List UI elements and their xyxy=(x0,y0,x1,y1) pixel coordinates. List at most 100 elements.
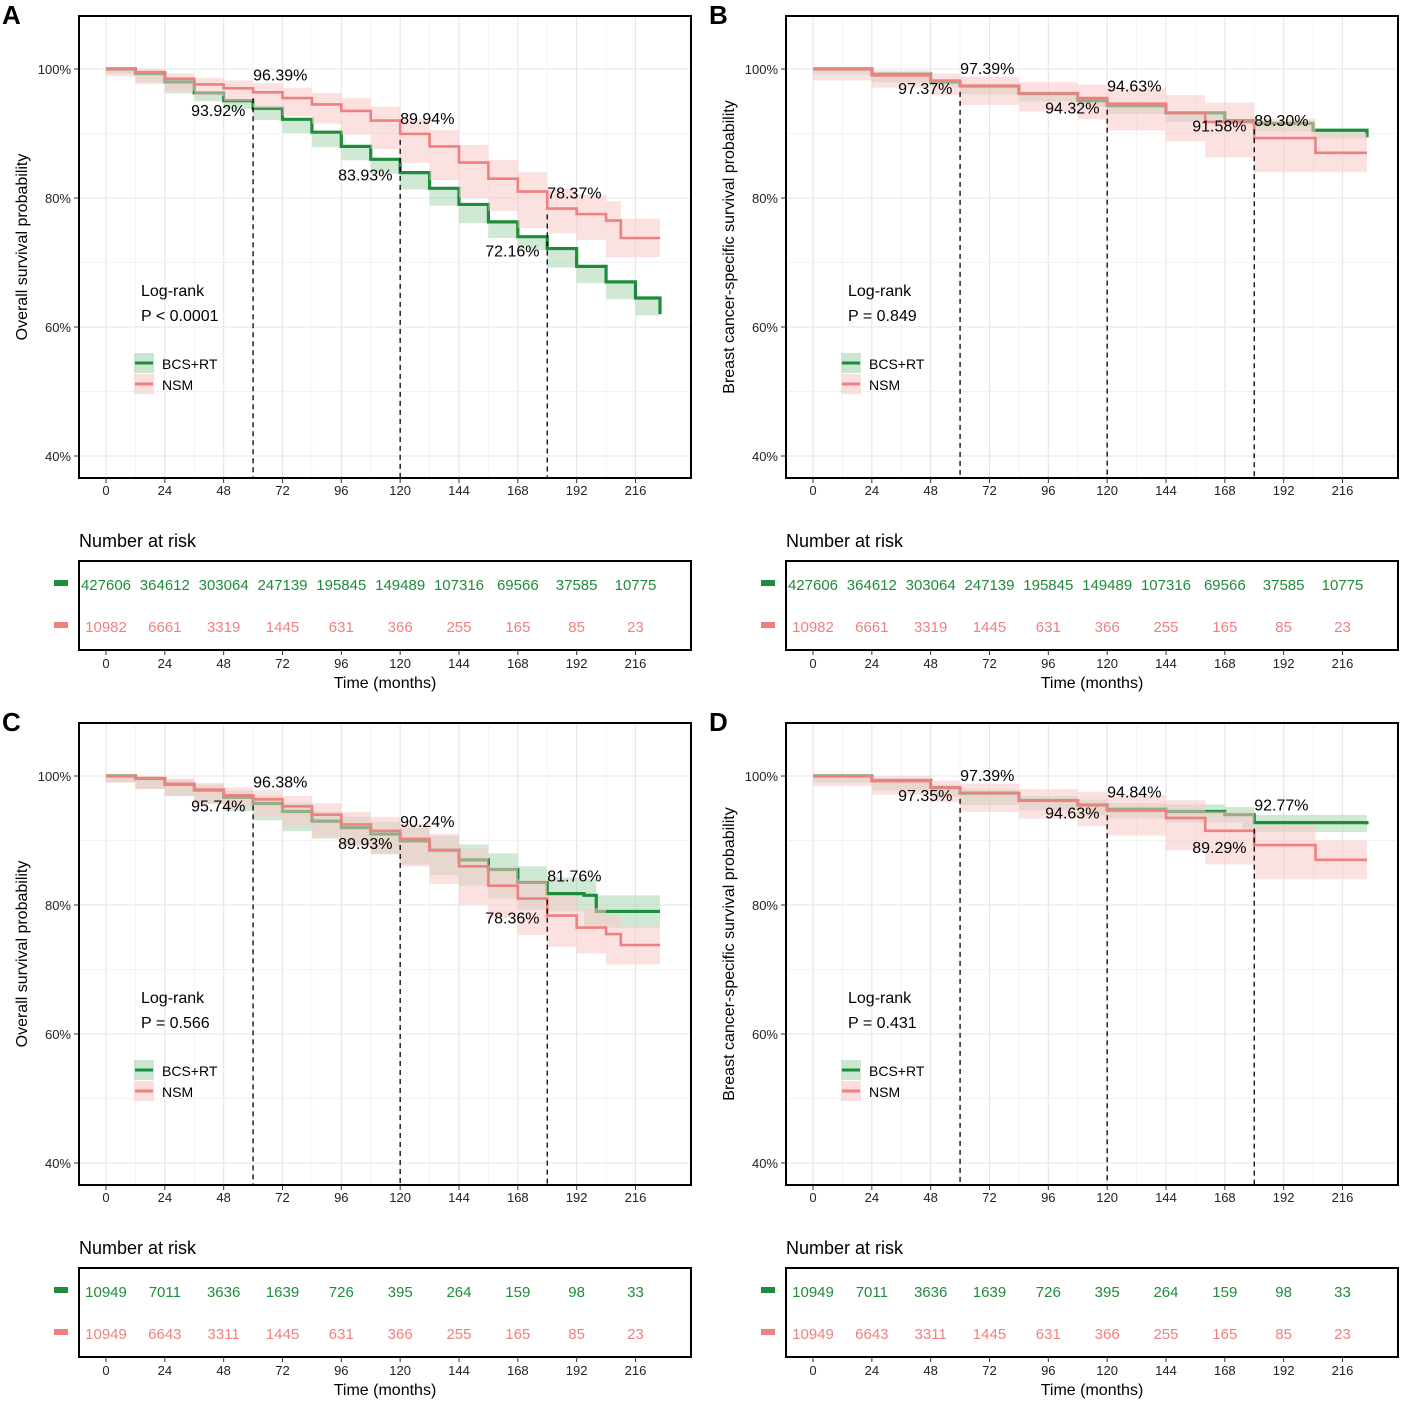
plot-border xyxy=(78,722,692,1186)
risk-x-tick-label: 96 xyxy=(334,656,348,671)
risk-count: 3636 xyxy=(207,1284,240,1301)
y-tick-label: 60% xyxy=(45,1027,71,1042)
x-axis-label: Time (months) xyxy=(334,1382,437,1399)
risk-x-tick-label: 168 xyxy=(1214,1363,1236,1378)
risk-count: 6643 xyxy=(148,1326,181,1343)
risk-count: 7011 xyxy=(856,1284,888,1301)
risk-count: 33 xyxy=(627,1284,644,1301)
landmark-label-bcs: 97.35% xyxy=(898,788,952,805)
survival-curve-nsm xyxy=(106,67,660,240)
risk-count: 37585 xyxy=(1263,577,1305,594)
legend-label: BCS+RT xyxy=(869,356,925,372)
x-tick-label: 144 xyxy=(448,483,470,498)
landmark-label-nsm: 96.38% xyxy=(253,774,307,791)
risk-x-tick-label: 168 xyxy=(507,1363,529,1378)
y-tick-label: 100% xyxy=(745,769,779,784)
landmark-label-bcs: 93.92% xyxy=(191,103,245,120)
x-tick-label: 168 xyxy=(1214,1190,1236,1205)
risk-x-tick-label: 48 xyxy=(216,656,230,671)
risk-count: 107316 xyxy=(434,577,484,594)
risk-table-title: Number at risk xyxy=(786,531,904,551)
risk-count: 10775 xyxy=(615,577,657,594)
y-tick-label: 40% xyxy=(45,1156,71,1171)
risk-count: 10982 xyxy=(792,619,834,636)
risk-count: 6661 xyxy=(148,619,181,636)
risk-x-tick-label: 144 xyxy=(448,656,470,671)
x-tick-label: 72 xyxy=(275,483,289,498)
risk-row-marker xyxy=(54,622,68,628)
landmark-label-bcs: 91.58% xyxy=(1192,118,1246,135)
y-tick-label: 80% xyxy=(45,898,71,913)
risk-count: 264 xyxy=(446,1284,471,1301)
landmark-label-bcs: 83.93% xyxy=(338,168,392,185)
risk-x-tick-label: 144 xyxy=(1155,1363,1177,1378)
y-tick-label: 80% xyxy=(752,898,778,913)
x-axis-label: Time (months) xyxy=(334,675,437,692)
risk-x-tick-label: 72 xyxy=(275,1363,289,1378)
landmark-label-nsm: 89.29% xyxy=(1192,840,1246,857)
legend-label: NSM xyxy=(869,1084,900,1100)
y-tick-label: 60% xyxy=(752,320,778,335)
risk-x-tick-label: 144 xyxy=(448,1363,470,1378)
risk-count: 255 xyxy=(446,619,471,636)
risk-count: 85 xyxy=(1275,619,1292,636)
legend-label: BCS+RT xyxy=(162,356,218,372)
risk-x-tick-label: 48 xyxy=(923,656,937,671)
risk-count: 255 xyxy=(1153,1326,1178,1343)
risk-count: 364612 xyxy=(140,577,190,594)
risk-count: 427606 xyxy=(788,577,838,594)
risk-x-tick-label: 24 xyxy=(158,656,172,671)
risk-count: 303064 xyxy=(199,577,249,594)
landmark-label-nsm: 89.94% xyxy=(400,111,454,128)
risk-x-tick-label: 192 xyxy=(566,656,588,671)
logrank-title: Log-rank xyxy=(141,283,205,300)
x-tick-label: 120 xyxy=(1096,483,1118,498)
risk-count: 3319 xyxy=(207,619,240,636)
risk-count: 165 xyxy=(1212,619,1237,636)
risk-count: 85 xyxy=(568,619,585,636)
x-tick-label: 96 xyxy=(334,1190,348,1205)
x-tick-label: 96 xyxy=(334,483,348,498)
logrank-title: Log-rank xyxy=(141,990,205,1007)
legend: BCS+RT NSM xyxy=(841,353,925,394)
x-tick-label: 144 xyxy=(1155,483,1177,498)
risk-count: 195845 xyxy=(316,577,366,594)
y-axis-label: Breast cancer-specific survival probabil… xyxy=(721,100,738,393)
p-value: P = 0.431 xyxy=(848,1015,917,1032)
landmark-label-bcs: 72.16% xyxy=(485,244,539,261)
risk-x-tick-label: 0 xyxy=(809,1363,816,1378)
risk-count: 69566 xyxy=(1204,577,1246,594)
risk-x-tick-label: 0 xyxy=(809,656,816,671)
panel-label: D xyxy=(709,707,728,737)
risk-x-tick-label: 192 xyxy=(1273,1363,1295,1378)
risk-count: 1639 xyxy=(266,1284,299,1301)
risk-count: 3319 xyxy=(914,619,947,636)
y-tick-label: 60% xyxy=(45,320,71,335)
risk-count: 395 xyxy=(388,1284,413,1301)
x-tick-label: 24 xyxy=(158,483,172,498)
risk-x-tick-label: 24 xyxy=(158,1363,172,1378)
y-tick-label: 80% xyxy=(45,191,71,206)
landmark-label-nsm: 96.39% xyxy=(253,67,307,84)
risk-x-tick-label: 120 xyxy=(389,1363,411,1378)
x-tick-label: 168 xyxy=(507,1190,529,1205)
risk-count: 3311 xyxy=(208,1326,240,1343)
risk-count: 364612 xyxy=(847,577,897,594)
ci-band-nsm xyxy=(813,776,1367,880)
risk-count: 107316 xyxy=(1141,577,1191,594)
x-tick-label: 0 xyxy=(102,1190,109,1205)
risk-count: 395 xyxy=(1095,1284,1120,1301)
risk-count: 33 xyxy=(1334,1284,1351,1301)
risk-count: 366 xyxy=(388,1326,413,1343)
x-tick-label: 96 xyxy=(1041,1190,1055,1205)
panel-C: C 95.74% 96.38% 89.93% 90.24% 81.76% 78.36% 100… xyxy=(2,707,692,1399)
panel-label: C xyxy=(2,707,21,737)
x-axis-label: Time (months) xyxy=(1041,675,1144,692)
risk-row-marker xyxy=(54,1287,68,1293)
risk-x-tick-label: 24 xyxy=(865,1363,879,1378)
x-tick-label: 0 xyxy=(809,1190,816,1205)
plot-border xyxy=(785,15,1399,479)
landmark-label-nsm: 94.63% xyxy=(1107,79,1161,96)
x-tick-label: 144 xyxy=(448,1190,470,1205)
risk-count: 1445 xyxy=(266,619,299,636)
